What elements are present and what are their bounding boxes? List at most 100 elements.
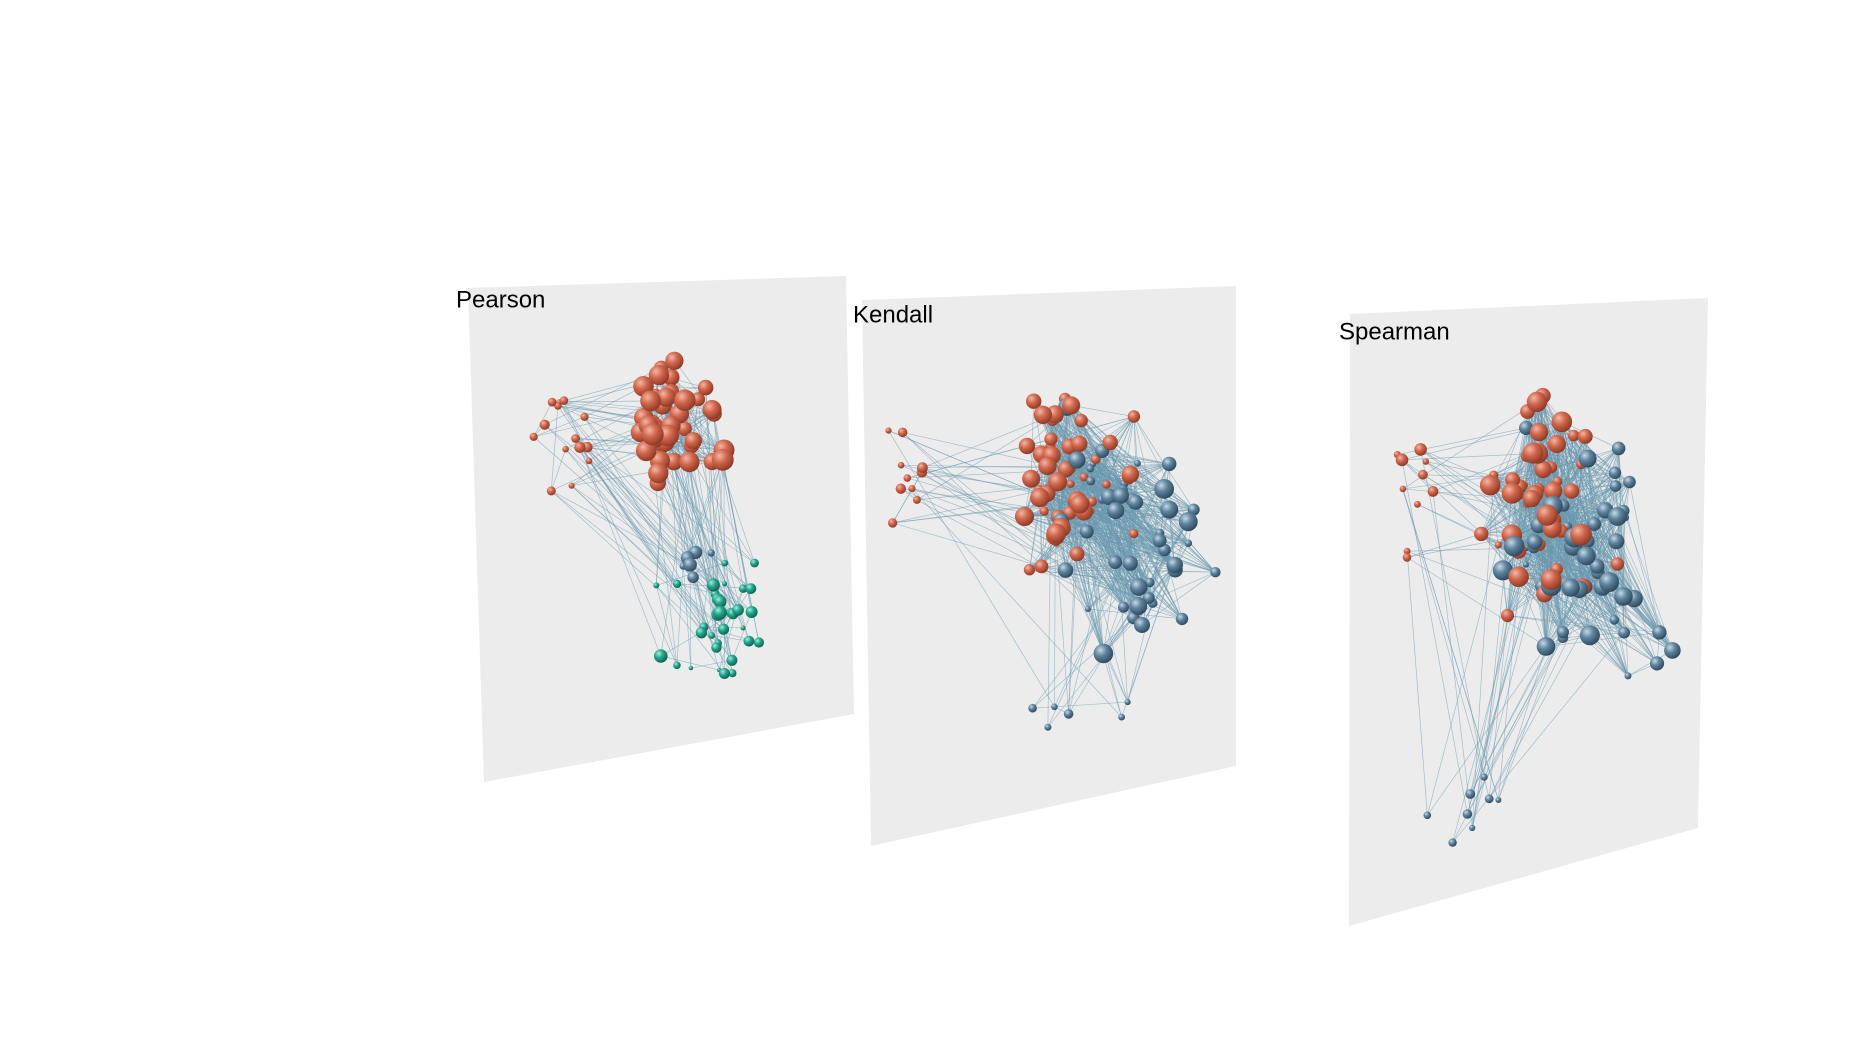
node <box>1014 506 1035 527</box>
node <box>1399 485 1407 493</box>
edge <box>711 409 744 589</box>
edge <box>1502 570 1658 664</box>
edge <box>1127 564 1175 703</box>
node <box>1044 432 1058 446</box>
node <box>1152 533 1167 548</box>
node <box>1587 517 1601 531</box>
node <box>547 397 557 407</box>
node <box>1508 566 1529 587</box>
node <box>1102 480 1111 489</box>
node <box>654 649 668 663</box>
edge <box>922 414 1056 469</box>
node <box>688 665 694 671</box>
edge <box>1547 448 1619 527</box>
edge <box>922 467 1139 607</box>
node <box>665 351 684 370</box>
edge <box>1427 544 1499 816</box>
node <box>635 440 657 462</box>
edge <box>565 448 678 585</box>
node <box>1062 396 1081 415</box>
edge <box>1493 474 1540 545</box>
node <box>1556 626 1569 639</box>
edge <box>888 430 1134 534</box>
node <box>1418 469 1428 480</box>
node <box>674 389 696 411</box>
edge <box>1467 637 1564 815</box>
node <box>1652 625 1667 640</box>
edge <box>571 485 678 585</box>
node <box>1608 507 1627 526</box>
edge <box>1467 511 1550 815</box>
edge <box>1055 542 1089 610</box>
node <box>722 581 728 587</box>
node <box>908 485 916 493</box>
node <box>1494 541 1502 549</box>
node <box>1589 559 1605 574</box>
node <box>1414 443 1427 456</box>
edge <box>533 401 553 437</box>
edge <box>1420 449 1603 588</box>
edge <box>1587 458 1629 676</box>
node <box>559 396 569 405</box>
edge <box>682 449 725 567</box>
node <box>1124 699 1131 706</box>
edge <box>655 585 678 666</box>
node <box>1474 526 1489 542</box>
node <box>1051 703 1058 711</box>
edge <box>1133 488 1165 618</box>
edge <box>552 400 651 403</box>
node <box>677 421 692 437</box>
edge <box>705 387 721 613</box>
node <box>687 571 699 584</box>
edge <box>1042 414 1143 626</box>
nodes <box>885 392 1221 731</box>
node <box>697 379 714 396</box>
node <box>718 668 730 679</box>
edge <box>1584 586 1673 651</box>
node <box>1112 487 1130 504</box>
node <box>1501 482 1523 504</box>
node <box>706 578 720 592</box>
edge <box>1489 485 1535 548</box>
edge <box>1432 491 1548 516</box>
node <box>1578 449 1597 468</box>
node <box>529 432 538 441</box>
node <box>1608 533 1625 550</box>
node <box>740 625 746 631</box>
edge <box>1068 509 1195 715</box>
node <box>1618 626 1630 639</box>
node <box>1046 523 1067 544</box>
node <box>702 400 722 420</box>
node <box>750 558 759 568</box>
node <box>726 654 738 666</box>
node <box>1154 479 1174 499</box>
node <box>1579 625 1600 646</box>
edge <box>1525 472 1616 486</box>
node <box>1090 454 1101 465</box>
edge <box>1614 472 1660 633</box>
node <box>1048 472 1068 492</box>
node <box>1547 434 1566 454</box>
edge <box>1047 465 1122 718</box>
node <box>1561 578 1580 597</box>
edge <box>1024 516 1116 563</box>
node <box>1134 617 1150 633</box>
node <box>1086 464 1094 473</box>
node <box>1102 434 1118 451</box>
node <box>1503 535 1525 557</box>
node <box>1448 838 1457 847</box>
node <box>580 412 589 421</box>
edge <box>1092 464 1103 500</box>
edge <box>584 385 644 418</box>
edge <box>1068 443 1080 714</box>
node <box>1122 555 1138 571</box>
node <box>1018 437 1036 455</box>
edge <box>1141 571 1216 626</box>
edge <box>1422 474 1630 483</box>
node <box>738 584 748 593</box>
edge <box>1120 495 1183 620</box>
node <box>1184 539 1193 547</box>
edge <box>1402 488 1499 801</box>
node <box>745 583 757 594</box>
